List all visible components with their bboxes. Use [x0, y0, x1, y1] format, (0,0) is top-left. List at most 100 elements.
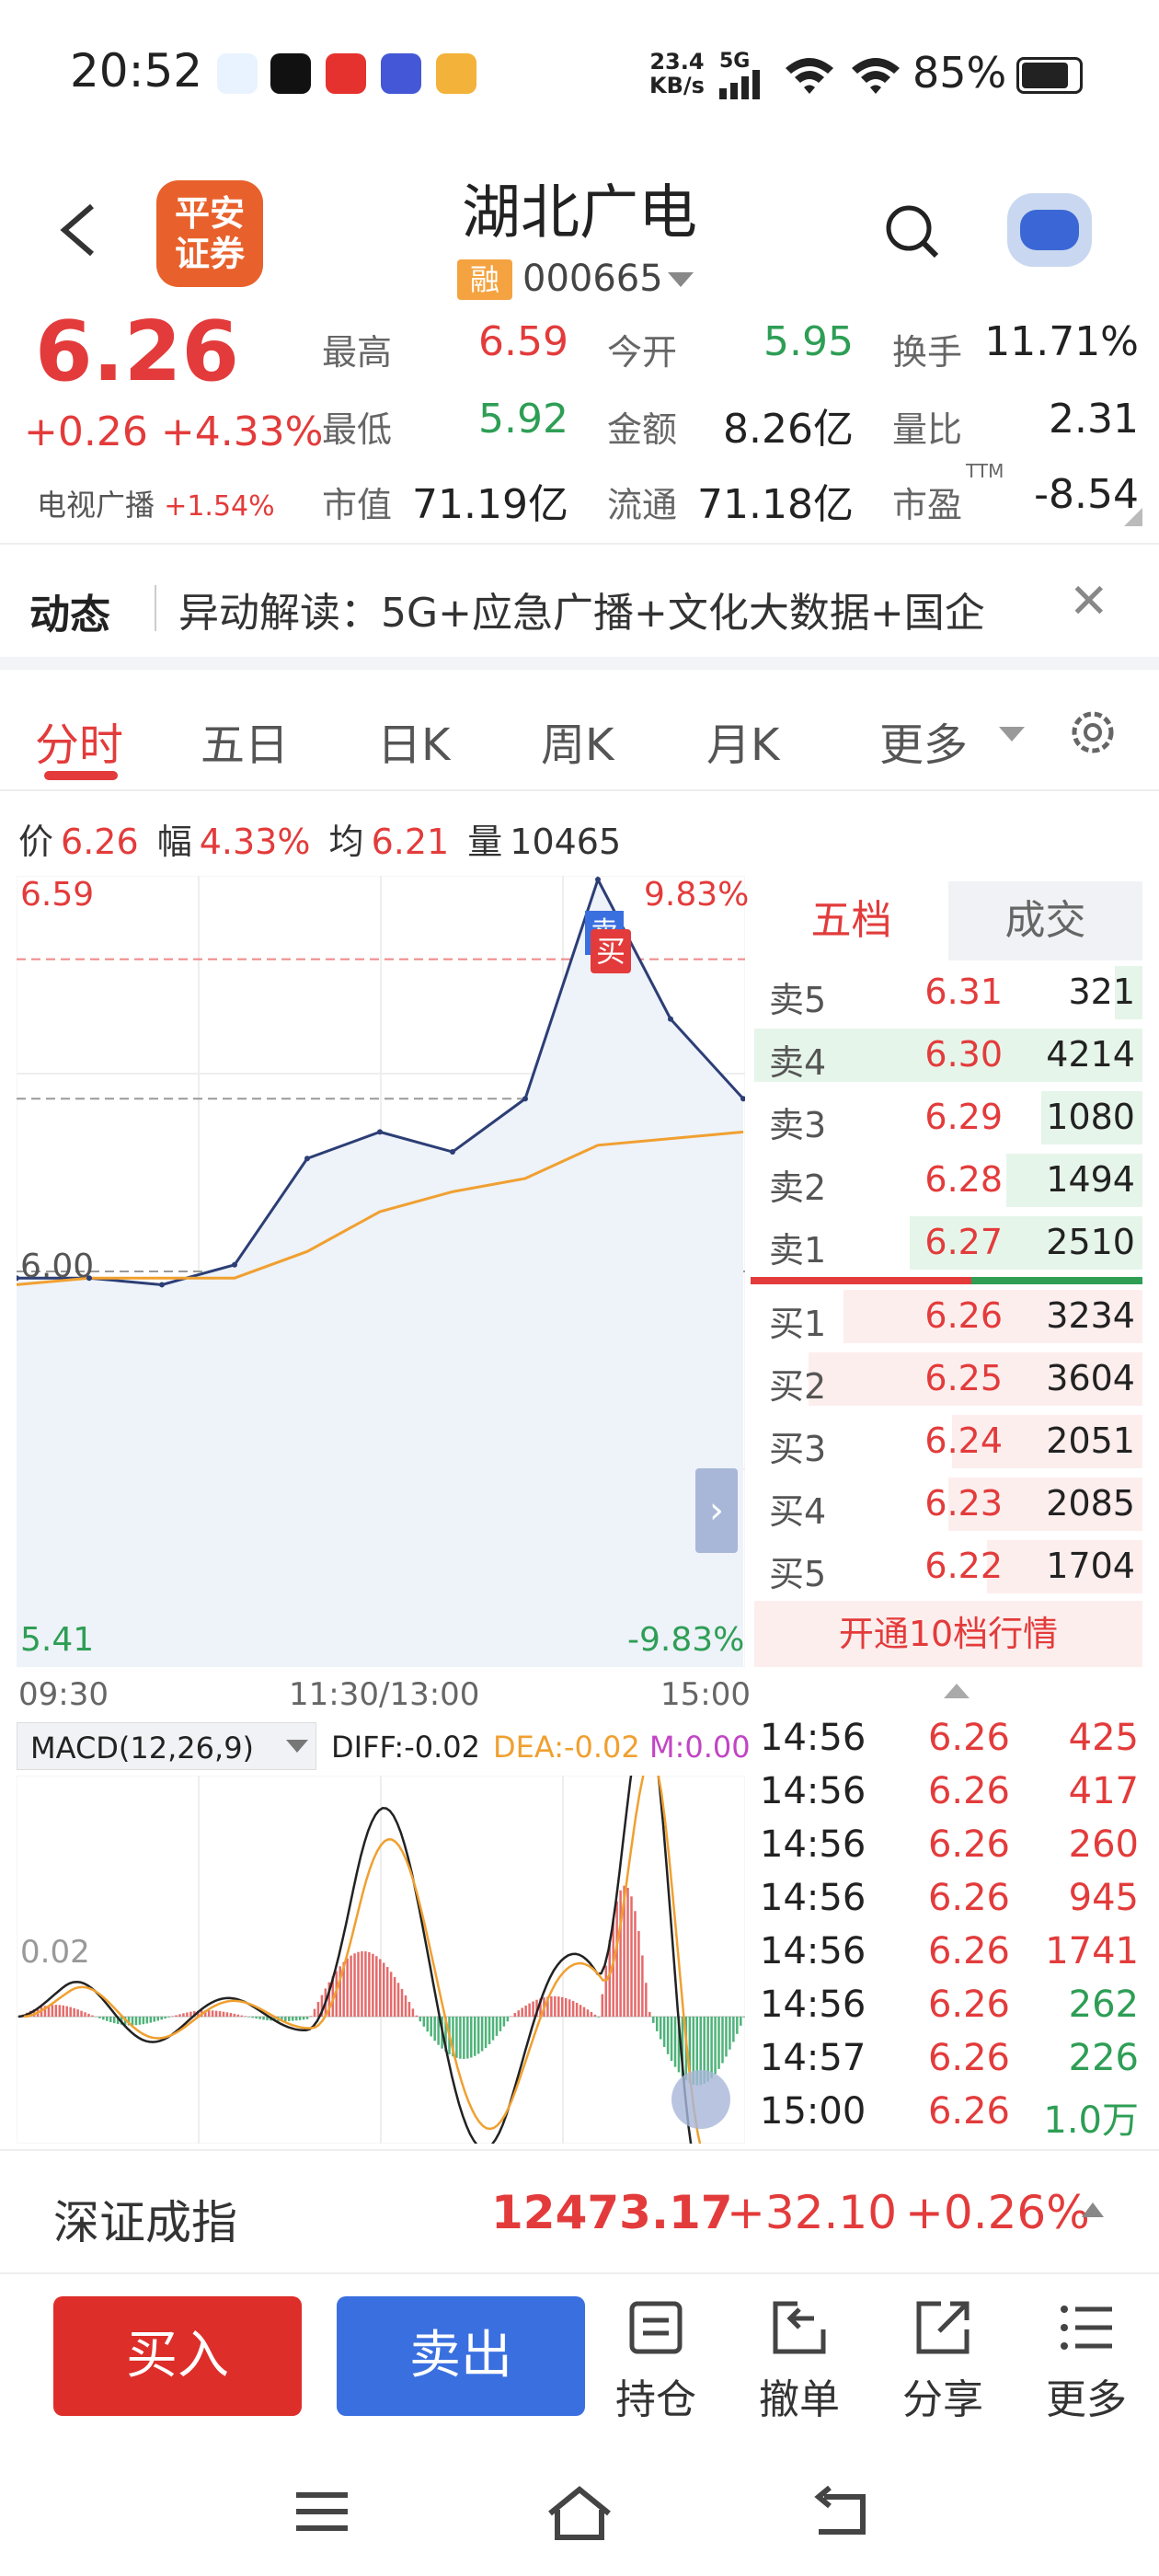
tick-volume: 226: [1068, 2037, 1139, 2079]
broker-logo: 平安 证券: [156, 180, 263, 287]
ask-row[interactable]: 卖2 6.28 1494: [754, 1150, 1142, 1211]
quote-field-value: 71.18亿: [697, 481, 854, 528]
macd-bar: [127, 2017, 131, 2026]
ai-assistant-icon[interactable]: [1007, 193, 1092, 267]
macd-m: M:0.00: [649, 1730, 751, 1765]
sector-info[interactable]: 电视广播 +1.54%: [37, 488, 275, 523]
chevron-down-icon[interactable]: [668, 272, 694, 287]
menu-icon[interactable]: [293, 2484, 351, 2539]
chevron-up-icon[interactable]: [1082, 2202, 1104, 2217]
quote-field-value: 71.19亿: [412, 481, 568, 528]
macd-bar: [557, 1996, 560, 2017]
macd-bar: [142, 2017, 145, 2025]
macd-bar: [703, 2017, 706, 2084]
scroll-to-end-button[interactable]: [671, 2070, 730, 2129]
dea-line: [23, 1776, 702, 2144]
level-volume: 3234: [1046, 1295, 1135, 1336]
margin-badge: 融: [457, 259, 512, 300]
bid-row[interactable]: 买1 6.26 3234: [754, 1286, 1142, 1347]
macd-bar: [281, 2017, 283, 2022]
back-nav-icon[interactable]: [806, 2484, 870, 2539]
ask-row[interactable]: 卖4 6.30 4214: [754, 1025, 1142, 1086]
expand-corner-icon[interactable]: [1124, 508, 1142, 526]
signal-label: 5G: [719, 50, 751, 73]
macd-chart[interactable]: [17, 1776, 745, 2144]
search-icon[interactable]: [883, 202, 942, 261]
macd-bar: [262, 2017, 265, 2020]
macd-bar: [637, 1931, 640, 2017]
chevron-down-icon[interactable]: [286, 1740, 308, 1753]
macd-bar: [229, 2013, 233, 2017]
macd-bar: [222, 2011, 225, 2017]
indicator-selector[interactable]: MACD(12,26,9): [17, 1722, 316, 1770]
buy-button[interactable]: 买入: [53, 2296, 302, 2416]
price-point: [450, 1149, 455, 1156]
news-text[interactable]: 异动解读：5G+应急广播+文化大数据+国企: [178, 590, 985, 637]
ask-row[interactable]: 卖5 6.31 321: [754, 962, 1142, 1023]
level-label: 买4: [769, 1491, 827, 1532]
index-bar[interactable]: 深证成指 12473.17 +32.10 +0.26%: [0, 2149, 1159, 2274]
news-bar[interactable]: 动态 异动解读：5G+应急广播+文化大数据+国企 ✕: [0, 543, 1159, 672]
ask-row[interactable]: 卖1 6.27 2510: [754, 1213, 1142, 1273]
sell-button[interactable]: 卖出: [337, 2296, 585, 2416]
tick-time: 14:56: [760, 1770, 866, 1812]
tab-daily-k[interactable]: 日K: [377, 719, 451, 771]
macd-bar: [361, 1950, 363, 2017]
play-app-icon: [436, 53, 476, 94]
macd-bar: [659, 2017, 662, 2040]
depth-bar: [987, 1540, 1142, 1593]
cancel-order-button[interactable]: 撤单: [749, 2298, 850, 2425]
positions-button[interactable]: 持仓: [605, 2298, 706, 2425]
tab-five-levels[interactable]: 五档: [754, 881, 948, 960]
more-button[interactable]: 更多: [1036, 2298, 1137, 2425]
buy-mark[interactable]: 买: [591, 929, 631, 973]
macd-bar: [670, 2017, 673, 2062]
level-price: 6.29: [924, 1097, 1003, 1137]
macd-bar: [258, 2017, 261, 2019]
quote-field-value: 11.71%: [984, 318, 1139, 365]
macd-bar: [54, 2005, 58, 2017]
bid-row[interactable]: 买4 6.23 2085: [754, 1474, 1142, 1535]
tick-volume: 425: [1068, 1717, 1139, 1759]
tab-weekly-k[interactable]: 周K: [541, 719, 614, 771]
macd-bar: [532, 2001, 534, 2017]
tab-intraday[interactable]: 分时: [35, 719, 124, 771]
chevron-down-icon[interactable]: [999, 727, 1025, 742]
depth-bar: [1115, 966, 1142, 1019]
tab-five-day[interactable]: 五日: [201, 719, 290, 771]
macd-bar: [400, 1988, 404, 2017]
ask-row[interactable]: 卖3 6.29 1080: [754, 1087, 1142, 1148]
macd-bar: [138, 2017, 142, 2025]
macd-bar: [415, 2015, 419, 2017]
macd-bar: [189, 2011, 192, 2017]
share-button[interactable]: 分享: [892, 2298, 993, 2425]
level-volume: 2085: [1046, 1483, 1135, 1524]
bid-row[interactable]: 买3 6.24 2051: [754, 1411, 1142, 1472]
macd-bar: [593, 2014, 597, 2017]
gear-icon[interactable]: [1067, 707, 1119, 758]
bid-row[interactable]: 买2 6.25 3604: [754, 1349, 1142, 1409]
macd-bar: [648, 2011, 651, 2017]
tick-volume: 1741: [1045, 1930, 1139, 1972]
expand-panel-button[interactable]: ›: [695, 1468, 738, 1553]
bid-row[interactable]: 买5 6.22 1704: [754, 1536, 1142, 1597]
macd-bar: [69, 2007, 72, 2017]
close-icon[interactable]: ✕: [1069, 574, 1109, 629]
clock: 20:52: [70, 44, 203, 98]
stock-code[interactable]: 000665: [522, 258, 663, 300]
macd-bar: [149, 2017, 153, 2023]
open-level10-button[interactable]: 开通10档行情: [754, 1601, 1142, 1667]
tab-more[interactable]: 更多: [879, 719, 969, 771]
chevron-up-icon[interactable]: [944, 1684, 970, 1698]
tab-trades[interactable]: 成交: [948, 881, 1142, 960]
tick-price: 6.26: [927, 1823, 1010, 1866]
intraday-chart[interactable]: [17, 876, 745, 1667]
macd-bar: [298, 2017, 302, 2020]
home-icon[interactable]: [545, 2484, 614, 2543]
macd-bar: [608, 1939, 611, 2017]
tick-time: 14:56: [760, 1823, 866, 1866]
level-volume: 1494: [1046, 1159, 1135, 1200]
macd-bar: [550, 1995, 553, 2017]
back-icon[interactable]: [57, 202, 98, 258]
tab-monthly-k[interactable]: 月K: [706, 719, 780, 771]
